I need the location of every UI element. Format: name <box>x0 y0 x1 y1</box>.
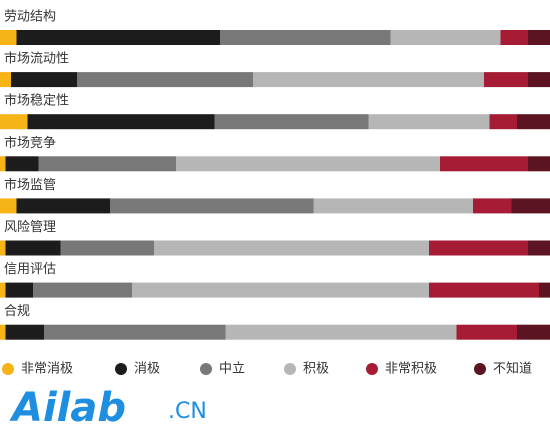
category-label: 市场稳定性 <box>4 93 69 109</box>
bar-segment <box>11 72 77 88</box>
bar-segment <box>528 30 550 45</box>
bar-segment <box>500 30 528 45</box>
bar-segment <box>154 240 429 256</box>
bar-segment <box>0 240 6 256</box>
bar-segment <box>5 240 61 256</box>
category-label: 信用评估 <box>4 262 56 277</box>
category-label: 劳动结构 <box>4 9 56 25</box>
legend-marker <box>2 363 14 375</box>
bar-segment <box>440 156 528 172</box>
bar-segment <box>0 30 17 45</box>
legend-marker <box>366 363 378 375</box>
bar-segment <box>0 72 11 88</box>
bar-segment <box>0 198 17 214</box>
bar-segment <box>429 282 539 298</box>
bar-segment <box>16 30 220 45</box>
category-label: 合规 <box>4 304 30 319</box>
bar-segment <box>0 114 28 130</box>
category-label: 市场流动性 <box>4 51 69 67</box>
bar-segment <box>368 114 490 130</box>
bar-segment <box>456 324 517 340</box>
legend-marker <box>284 363 296 375</box>
bar-segment <box>60 240 154 256</box>
bar-segment <box>110 198 314 214</box>
bar-segment <box>511 198 550 214</box>
category-label: 风险管理 <box>4 220 56 235</box>
legend-label: 非常消极 <box>21 362 73 377</box>
legend-label: 消极 <box>134 362 160 377</box>
bar-segment <box>44 324 226 340</box>
watermark-main: Ailab <box>9 385 126 431</box>
bar-segment <box>38 156 176 172</box>
bar-segment <box>484 72 528 88</box>
watermark-suffix: .CN <box>168 399 207 424</box>
bar-segment <box>77 72 253 88</box>
legend-marker <box>115 363 127 375</box>
bar-segment <box>5 156 39 172</box>
bar-segment <box>528 240 550 256</box>
legend-label: 非常积极 <box>385 362 437 377</box>
bar-segment <box>0 282 6 298</box>
legend-label: 积极 <box>303 362 329 377</box>
bar-segment <box>517 114 550 130</box>
bar-segment <box>5 282 33 298</box>
bar-segment <box>176 156 440 172</box>
bar-segment <box>27 114 215 130</box>
bar-segment <box>5 324 44 340</box>
bar-segment <box>539 282 550 298</box>
bar-segment <box>225 324 457 340</box>
bar-segment <box>33 282 132 298</box>
legend-marker <box>200 363 212 375</box>
bar-segment <box>214 114 369 130</box>
bar-segment <box>489 114 517 130</box>
bar-segment <box>528 72 550 88</box>
bar-segment <box>429 240 528 256</box>
bar-segment <box>132 282 429 298</box>
category-label: 市场监管 <box>4 177 56 193</box>
bar-segment <box>473 198 512 214</box>
legend-label: 不知道 <box>493 361 532 377</box>
bar-segment <box>0 324 6 340</box>
legend-marker <box>474 363 486 375</box>
bar-segment <box>0 156 6 172</box>
bar-segment <box>253 72 484 88</box>
bar-segment <box>528 156 550 172</box>
legend-label: 中立 <box>219 362 245 377</box>
bar-segment <box>517 324 550 340</box>
category-label: 市场竞争 <box>4 135 56 151</box>
bar-segment <box>220 30 391 45</box>
bar-segment <box>390 30 501 45</box>
bar-segment <box>16 198 110 214</box>
bar-segment <box>313 198 473 214</box>
